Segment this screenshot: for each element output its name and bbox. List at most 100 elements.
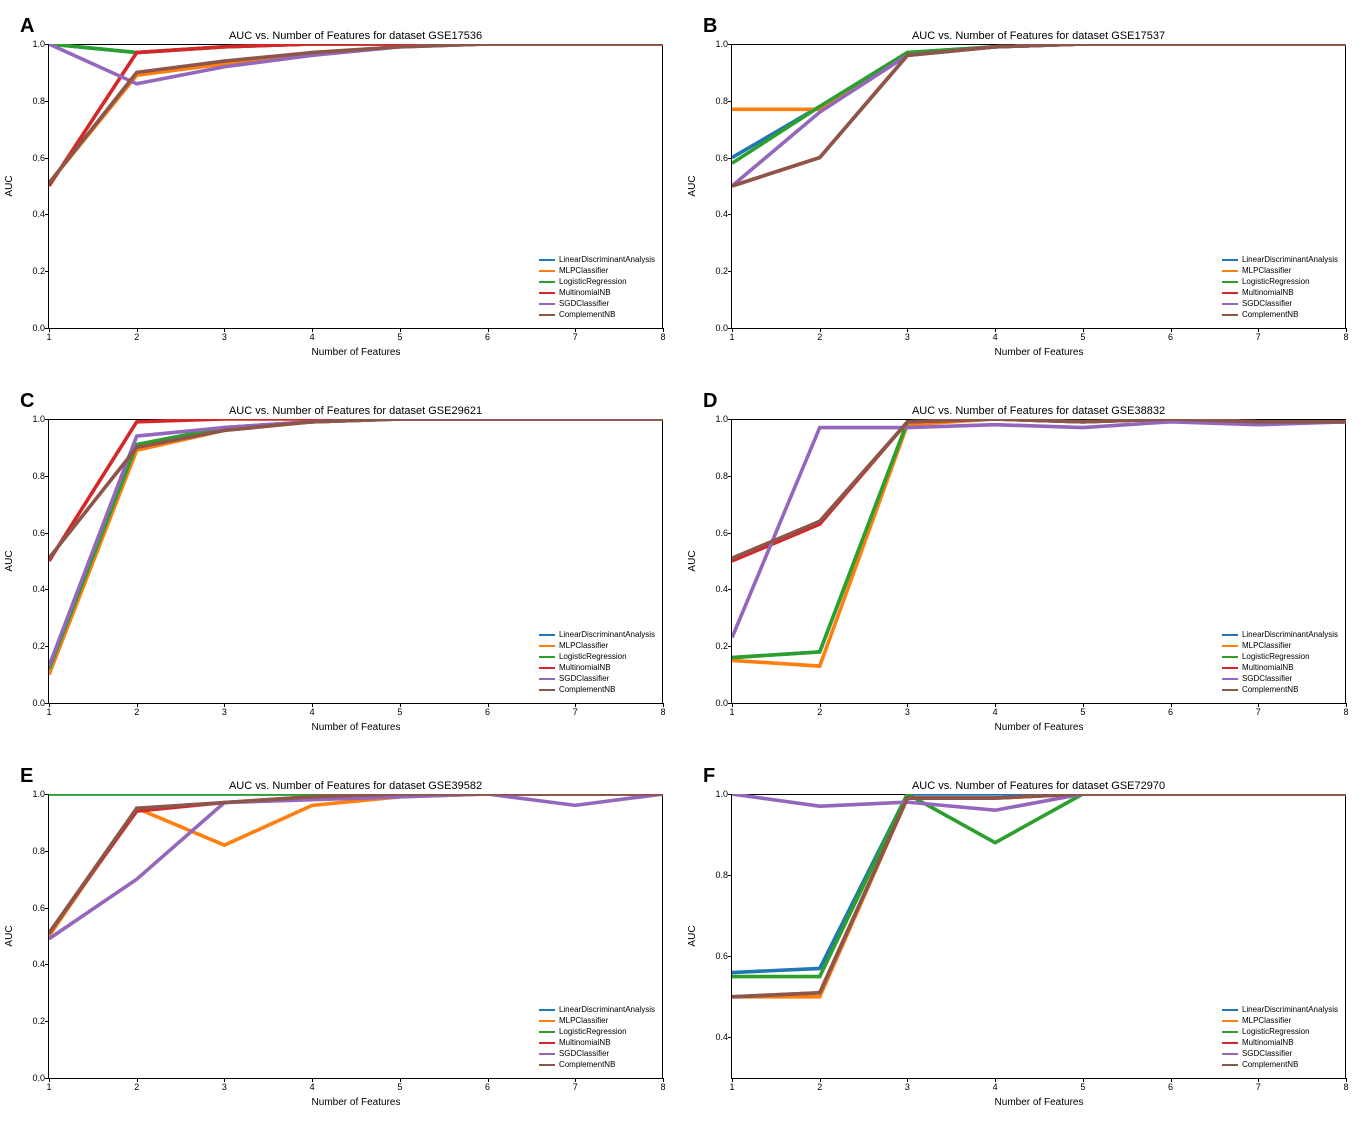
legend-swatch	[1222, 1064, 1238, 1066]
chart-title: AUC vs. Number of Features for dataset G…	[731, 780, 1346, 792]
panel-c: CAUC vs. Number of Features for dataset …	[20, 395, 663, 740]
legend-label: SGDClassifier	[1242, 673, 1292, 684]
x-tick-label: 2	[817, 707, 822, 717]
legend-swatch	[1222, 1009, 1238, 1011]
legend-swatch	[1222, 292, 1238, 294]
series-line-sgdclassifier	[732, 44, 1346, 186]
y-tick-label: 0.4	[17, 584, 45, 594]
chart-wrap: AUC vs. Number of Features for dataset G…	[731, 780, 1346, 1115]
x-tick-label: 1	[46, 332, 51, 342]
x-tick-label: 7	[1256, 707, 1261, 717]
series-line-multinomialnb	[49, 419, 663, 561]
legend-swatch	[539, 656, 555, 658]
legend-item: MultinomialNB	[1222, 287, 1338, 298]
x-tick-label: 2	[134, 332, 139, 342]
x-tick-label: 6	[1168, 707, 1173, 717]
chart-title: AUC vs. Number of Features for dataset G…	[731, 30, 1346, 42]
legend: LinearDiscriminantAnalysisMLPClassifierL…	[537, 252, 657, 322]
series-line-complementnb	[49, 794, 663, 933]
x-tick-label: 4	[310, 332, 315, 342]
x-tick-label: 3	[222, 1082, 227, 1092]
x-tick-label: 3	[222, 332, 227, 342]
legend-swatch	[539, 1009, 555, 1011]
plot-area: 0.00.20.40.60.81.012345678AUCNumber of F…	[731, 44, 1346, 329]
y-tick-label: 0.0	[17, 1073, 45, 1083]
x-tick-label: 5	[1080, 332, 1085, 342]
legend-swatch	[1222, 656, 1238, 658]
legend-swatch	[539, 303, 555, 305]
y-axis-label: AUC	[4, 175, 15, 196]
series-line-multinomialnb	[49, 44, 663, 186]
legend-swatch	[1222, 303, 1238, 305]
chart-wrap: AUC vs. Number of Features for dataset G…	[731, 405, 1346, 740]
legend-label: LinearDiscriminantAnalysis	[1242, 1004, 1338, 1015]
panel-label: E	[20, 765, 33, 788]
legend: LinearDiscriminantAnalysisMLPClassifierL…	[537, 1002, 657, 1072]
x-tick-label: 1	[46, 707, 51, 717]
y-axis-label: AUC	[687, 550, 698, 571]
x-tick-label: 1	[729, 332, 734, 342]
plot-area: 0.00.20.40.60.81.012345678AUCNumber of F…	[48, 419, 663, 704]
legend-label: MultinomialNB	[559, 287, 611, 298]
legend-item: MultinomialNB	[1222, 662, 1338, 673]
series-line-mlpclassifier	[49, 794, 663, 936]
legend-swatch	[1222, 1031, 1238, 1033]
y-tick-label: 0.8	[17, 96, 45, 106]
chart-title: AUC vs. Number of Features for dataset G…	[48, 780, 663, 792]
legend-item: LogisticRegression	[1222, 276, 1338, 287]
x-tick-label: 5	[1080, 1082, 1085, 1092]
y-tick-label: 0.6	[700, 528, 728, 538]
y-axis-label: AUC	[687, 925, 698, 946]
legend-label: LinearDiscriminantAnalysis	[1242, 254, 1338, 265]
legend-label: MultinomialNB	[559, 662, 611, 673]
legend-swatch	[1222, 270, 1238, 272]
legend-swatch	[1222, 1042, 1238, 1044]
legend-item: ComplementNB	[539, 684, 655, 695]
legend-item: SGDClassifier	[1222, 1048, 1338, 1059]
legend-label: ComplementNB	[559, 309, 615, 320]
plot-area: 0.40.60.81.012345678AUCNumber of Feature…	[731, 794, 1346, 1079]
legend-label: LinearDiscriminantAnalysis	[559, 1004, 655, 1015]
legend-swatch	[539, 689, 555, 691]
legend-label: LogisticRegression	[559, 1026, 627, 1037]
panel-a: AAUC vs. Number of Features for dataset …	[20, 20, 663, 365]
legend-swatch	[1222, 1053, 1238, 1055]
legend: LinearDiscriminantAnalysisMLPClassifierL…	[537, 627, 657, 697]
legend-item: ComplementNB	[1222, 1059, 1338, 1070]
legend-swatch	[1222, 689, 1238, 691]
x-tick-label: 3	[905, 1082, 910, 1092]
x-tick-label: 4	[993, 332, 998, 342]
chart-wrap: AUC vs. Number of Features for dataset G…	[48, 780, 663, 1115]
x-tick-label: 1	[729, 1082, 734, 1092]
chart-grid: AAUC vs. Number of Features for dataset …	[20, 20, 1346, 1115]
x-tick-label: 4	[310, 707, 315, 717]
legend-swatch	[539, 270, 555, 272]
legend-label: LogisticRegression	[559, 276, 627, 287]
series-line-sgdclassifier	[49, 794, 663, 939]
legend-item: LogisticRegression	[1222, 1026, 1338, 1037]
series-line-logisticregression	[732, 44, 1346, 163]
y-tick-label: 0.4	[700, 584, 728, 594]
chart-wrap: AUC vs. Number of Features for dataset G…	[48, 405, 663, 740]
x-tick-label: 8	[660, 707, 665, 717]
legend-label: LogisticRegression	[1242, 276, 1310, 287]
legend-swatch	[539, 645, 555, 647]
legend-item: LogisticRegression	[1222, 651, 1338, 662]
legend-item: LogisticRegression	[539, 651, 655, 662]
legend: LinearDiscriminantAnalysisMLPClassifierL…	[1220, 252, 1340, 322]
x-tick-label: 5	[397, 707, 402, 717]
legend-item: MultinomialNB	[539, 287, 655, 298]
series-line-multinomialnb	[732, 419, 1346, 561]
legend-swatch	[539, 634, 555, 636]
x-tick-label: 7	[1256, 1082, 1261, 1092]
series-line-mlpclassifier	[732, 44, 1346, 109]
legend: LinearDiscriminantAnalysisMLPClassifierL…	[1220, 627, 1340, 697]
x-tick-label: 7	[573, 332, 578, 342]
legend-label: ComplementNB	[1242, 684, 1298, 695]
panel-b: BAUC vs. Number of Features for dataset …	[703, 20, 1346, 365]
legend-item: MLPClassifier	[1222, 265, 1338, 276]
x-tick-label: 2	[134, 707, 139, 717]
panel-label: D	[703, 390, 717, 413]
legend-label: MLPClassifier	[1242, 640, 1291, 651]
legend-label: MultinomialNB	[559, 1037, 611, 1048]
